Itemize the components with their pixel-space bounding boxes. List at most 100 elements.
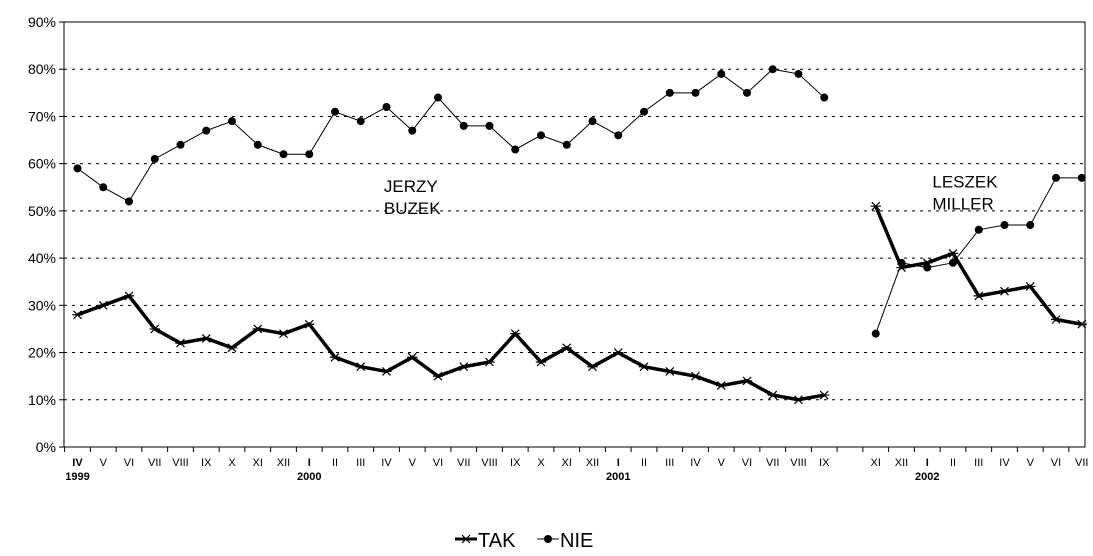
series-nie-point (485, 121, 494, 130)
series-nie-point (434, 93, 442, 102)
series-tak-point (561, 343, 572, 353)
x-tick-label: X (537, 457, 545, 469)
series-nie-point (665, 88, 674, 97)
series-tak-point-shape (664, 367, 675, 376)
x-year-label: 1999 (65, 471, 89, 483)
series-tak-point (175, 338, 186, 348)
x-tick-label: XI (871, 457, 881, 469)
x-tick-label: VII (457, 457, 470, 469)
series-tak-point (355, 362, 366, 372)
x-tick-label: II (950, 457, 956, 469)
series-tak-point (1050, 315, 1062, 324)
x-year-label: 2002 (915, 471, 939, 483)
series-tak-point-shape (72, 310, 83, 320)
series-nie-point (331, 107, 339, 116)
series-nie-point (949, 258, 957, 267)
x-tick-label: XII (277, 457, 290, 469)
series-tak-point (664, 367, 675, 376)
x-year-label: 2000 (297, 471, 321, 483)
x-tick-label: III (356, 457, 365, 469)
series-layer (72, 65, 1087, 405)
x-tick-label: V (409, 457, 417, 469)
series-nie-point (253, 140, 262, 149)
series-nie-point (537, 131, 545, 140)
y-axis-ticks: 0% 10% 20% 30% 40% 50% 60% 70% 80% 90% (28, 14, 64, 455)
x-tick-label: VII (148, 457, 161, 469)
series-tak-point-shape (149, 324, 160, 334)
annotations: JERZY BUZEK LESZEK MILLER (384, 172, 998, 218)
series-tak-point-shape (98, 300, 109, 310)
series-tak-point-shape (329, 352, 341, 362)
series-tak-point (278, 329, 289, 339)
series-nie-point (150, 154, 159, 163)
x-year-label: 2001 (606, 471, 630, 483)
series-tak-line (874, 205, 1083, 326)
x-tick-label: IV (72, 457, 83, 469)
x-tick-label: V (718, 457, 726, 469)
series-nie-point (794, 69, 803, 78)
series-tak-point-shape (561, 343, 572, 353)
x-tick-label: VI (433, 457, 443, 469)
series-tak-point-shape (407, 352, 418, 362)
series-tak-point (226, 343, 238, 353)
series-nie-point (73, 164, 82, 173)
x-tick-label: II (641, 457, 647, 469)
series-tak-point-shape (638, 362, 650, 372)
series-nie-point (176, 140, 185, 149)
series-tak-point (690, 371, 701, 381)
legend-swatch-marker (544, 535, 552, 543)
series-tak-point-shape (432, 371, 444, 381)
series-nie-point (562, 140, 571, 149)
y-tick-label: 70% (28, 108, 56, 124)
series-tak-point-shape (587, 362, 598, 372)
annotation-label: BUZEK (384, 199, 441, 218)
series-nie-point (1000, 221, 1009, 230)
x-tick-label: XI (562, 457, 572, 469)
y-tick-label: 10% (28, 392, 56, 408)
series-tak-point (999, 286, 1010, 296)
series-tak-point (252, 324, 263, 334)
x-tick-label: VII (766, 457, 779, 469)
series-nie-point (717, 69, 726, 78)
x-axis-ticks: IV V VI VII VIII IX X XI XII I II III IV V VI VII VIII IX… (64, 447, 1088, 483)
series-tak-point (201, 333, 212, 343)
series-nie-point (511, 145, 520, 154)
x-tick-label: VIII (481, 457, 498, 469)
series-tak-point (149, 324, 160, 334)
series-tak-point (973, 291, 984, 301)
y-tick-label: 30% (28, 297, 56, 313)
series-tak-point-shape (304, 319, 315, 329)
x-tick-label: IX (201, 457, 212, 469)
x-tick-label: VIII (172, 457, 189, 469)
series-tak-point-shape (999, 286, 1010, 296)
series-nie-point (125, 197, 133, 206)
series-nie-point (871, 329, 880, 338)
x-tick-label: VI (124, 457, 134, 469)
series-tak-point (638, 362, 650, 372)
x-tick-label: I (308, 457, 311, 469)
series-nie-point (768, 65, 777, 74)
series-nie-point (382, 103, 391, 111)
legend: TAK NIE (455, 530, 593, 552)
series-nie-point (305, 150, 314, 159)
y-tick-label: 20% (28, 345, 56, 361)
series-tak-point (741, 376, 753, 386)
x-tick-label: IX (819, 457, 830, 469)
series-tak-point-shape (1076, 319, 1087, 329)
series-tak-point-shape (510, 329, 521, 339)
legend-swatch-marker (460, 534, 472, 544)
series-tak-point (793, 395, 804, 405)
x-tick-label: XI (253, 457, 263, 469)
series-tak-line (76, 293, 825, 402)
series-tak-point (72, 310, 83, 320)
series-tak-point (98, 300, 109, 310)
series-nie-point (356, 117, 365, 126)
series-nie-point (1052, 173, 1060, 182)
series-tak-point (587, 362, 598, 372)
series-nie-point (743, 88, 751, 97)
series-nie-point (99, 183, 108, 192)
series-tak-point-shape (870, 201, 881, 211)
series-nie-point (588, 117, 597, 126)
series-nie-point (228, 117, 236, 126)
y-tick-label: 60% (28, 156, 56, 172)
